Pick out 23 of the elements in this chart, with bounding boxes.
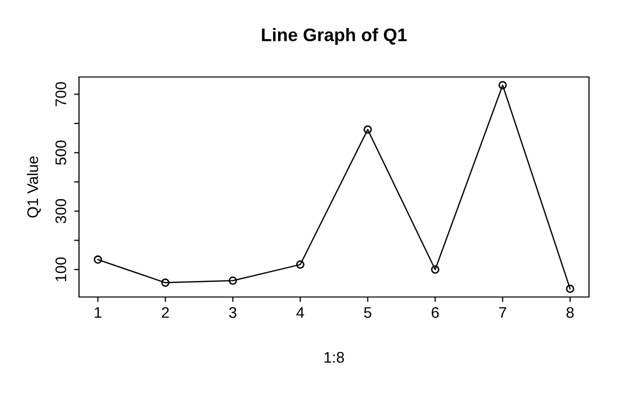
x-tick-label: 1 xyxy=(94,307,102,318)
point xyxy=(498,81,507,90)
y-tick-label: 500 xyxy=(55,140,66,165)
x-tick-label: 5 xyxy=(364,307,372,318)
y-tick-label: 100 xyxy=(55,257,66,282)
point xyxy=(228,276,237,285)
x-axis-title: 1:8 xyxy=(324,352,344,363)
point xyxy=(566,284,574,293)
x-tick-label: 3 xyxy=(229,307,236,318)
x-tick-label: 7 xyxy=(499,307,506,318)
point xyxy=(364,125,372,134)
chart-title: Line Graph of Q1 xyxy=(262,28,407,45)
y-tick-label: 300 xyxy=(55,198,66,224)
x-tick-label: 4 xyxy=(296,307,304,318)
point xyxy=(161,278,170,287)
point xyxy=(431,265,440,274)
point xyxy=(296,260,304,269)
y-tick-label: 700 xyxy=(55,82,66,106)
x-tick-label: 6 xyxy=(432,307,439,318)
x-tick-label: 8 xyxy=(566,307,574,318)
x-tick-label: 2 xyxy=(162,307,169,318)
y-axis-title: Q1 Value xyxy=(26,156,41,218)
point xyxy=(94,255,102,264)
